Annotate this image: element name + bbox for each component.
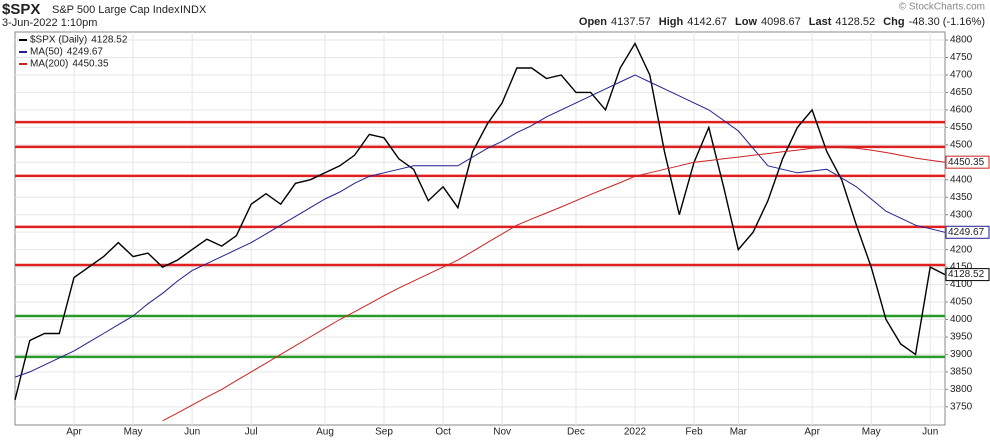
y-tick-label: 4050: [950, 297, 973, 308]
legend-value: 4128.52: [91, 35, 128, 46]
price-tag-label: 4128.52: [948, 269, 985, 280]
price-tag: [945, 225, 990, 239]
series-line: [162, 147, 946, 422]
y-tick-label: 4800: [950, 35, 973, 46]
quote-value: 4098.67: [761, 16, 801, 28]
price-tag-label: 4450.35: [948, 157, 985, 168]
quote-label: Last: [809, 16, 832, 28]
quote-value: 4128.52: [835, 16, 875, 28]
y-tick-label: 4150: [950, 262, 973, 273]
quote-label: Open: [579, 16, 607, 28]
legend-name: $SPX (Daily): [30, 35, 87, 46]
x-tick-label: Aug: [316, 427, 334, 438]
quote-value: 4137.57: [611, 16, 651, 28]
y-tick-label: 4600: [950, 105, 973, 116]
x-tick-label: Sep: [375, 427, 393, 438]
x-tick-label: Mar: [730, 427, 748, 438]
price-tag-label: 4249.67: [948, 227, 985, 238]
x-tick-label: Jun: [184, 427, 200, 438]
y-tick-label: 4650: [950, 87, 973, 98]
y-tick-label: 4100: [950, 279, 973, 290]
y-tick-label: 4500: [950, 139, 973, 150]
y-tick-label: 4200: [950, 244, 973, 255]
quote-value: -48.30 (-1.16%): [909, 16, 985, 28]
y-tick-label: 4750: [950, 52, 973, 63]
quote-value: 4142.67: [687, 16, 727, 28]
y-tick-label: 3900: [950, 349, 973, 360]
x-tick-label: Apr: [804, 427, 820, 438]
x-tick-label: Jun: [922, 427, 938, 438]
quote-label: Low: [735, 16, 757, 28]
y-tick-label: 3850: [950, 367, 973, 378]
date: 3-Jun-2022 1:10pm: [2, 17, 97, 29]
y-tick-label: 4300: [950, 209, 973, 220]
y-tick-label: 3750: [950, 401, 973, 412]
price-tag: [945, 268, 990, 282]
y-tick-label: 4000: [950, 314, 973, 325]
quote-label: Chg: [883, 16, 904, 28]
x-tick-label: May: [124, 427, 143, 438]
x-tick-label: Apr: [66, 427, 82, 438]
quote-label: High: [659, 16, 684, 28]
legend-name: MA(200): [30, 59, 68, 70]
y-tick-label: 3950: [950, 332, 973, 343]
y-tick-label: 4700: [950, 70, 973, 81]
x-tick-label: Dec: [567, 427, 585, 438]
x-tick-label: Nov: [493, 427, 511, 438]
legend-value: 4450.35: [72, 59, 109, 70]
x-tick-label: 2022: [624, 427, 647, 438]
y-tick-label: 4550: [950, 122, 973, 133]
y-tick-label: 3800: [950, 384, 973, 395]
series-line: [14, 42, 946, 400]
copyright: © StockCharts.com: [899, 2, 985, 13]
x-tick-label: Oct: [435, 427, 451, 438]
exchange: INDX: [180, 4, 207, 16]
index-name: S&P 500 Large Cap Index: [52, 4, 180, 16]
legend-value: 4249.67: [67, 47, 104, 58]
series-line: [14, 74, 946, 378]
x-tick-label: Feb: [685, 427, 703, 438]
x-tick-label: May: [862, 427, 881, 438]
y-tick-label: 4400: [950, 174, 973, 185]
price-tag: [945, 155, 990, 169]
y-tick-label: 4350: [950, 192, 973, 203]
x-tick-label: Jul: [245, 427, 258, 438]
legend-name: MA(50): [30, 47, 63, 58]
plot-area: [14, 31, 946, 426]
symbol: $SPX: [2, 1, 40, 18]
